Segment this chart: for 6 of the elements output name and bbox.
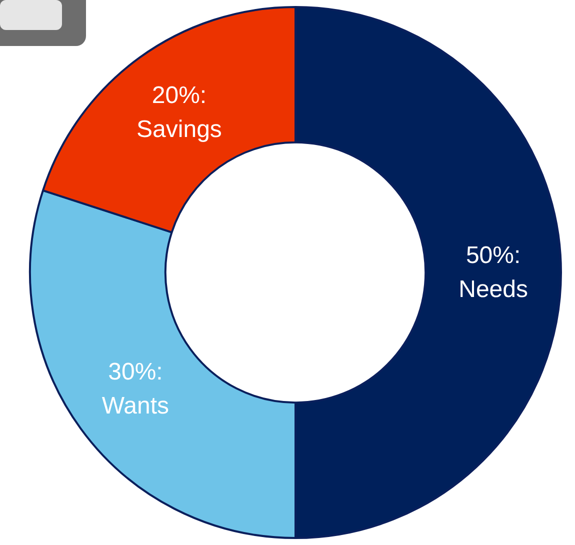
slice-label: Wants (102, 392, 170, 420)
data-label: 30%: (108, 358, 163, 386)
slice-label: Needs (458, 276, 528, 304)
data-label: 20%: (152, 82, 207, 110)
data-label: 50%: (466, 242, 521, 270)
slice-label: Savings (136, 116, 222, 144)
